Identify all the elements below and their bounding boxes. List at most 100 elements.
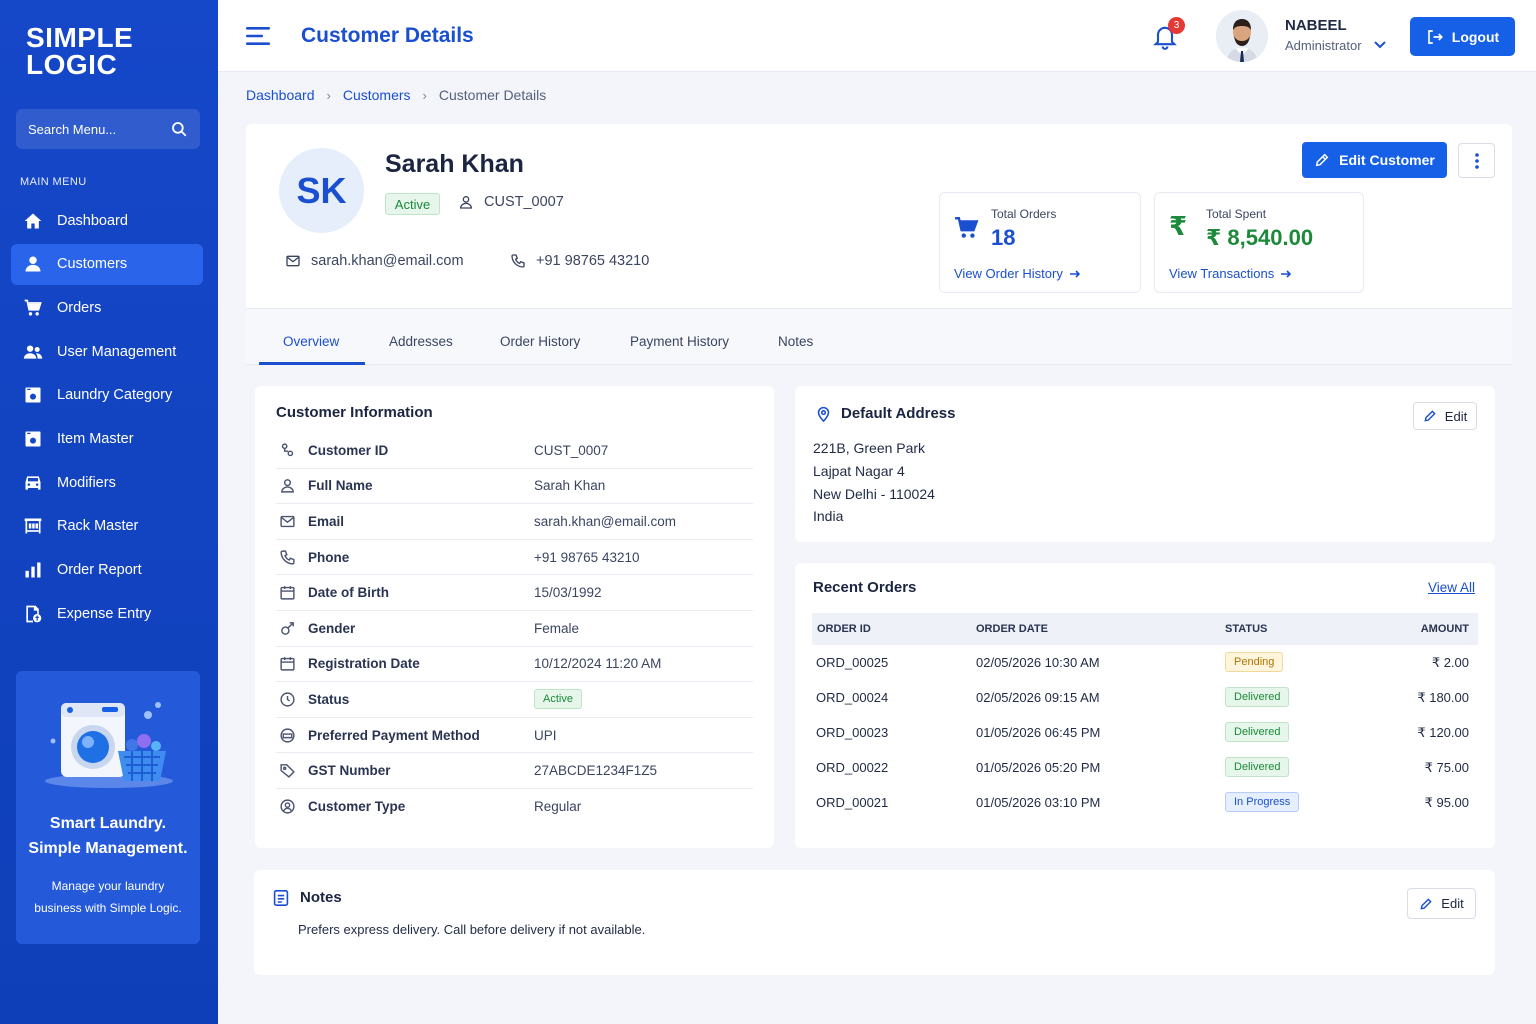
tab-notes[interactable]: Notes <box>778 334 814 349</box>
brand-logo[interactable]: SIMPLE LOGIC <box>26 22 134 80</box>
cart-icon <box>24 299 42 316</box>
gender-icon <box>281 621 294 635</box>
total-spent-value: ₹ 8,540.00 <box>1206 225 1314 250</box>
info-row-gst-number: GST Number 27ABCDE1234F1Z5 <box>276 753 753 789</box>
breadcrumb-customers[interactable]: Customers <box>342 87 411 103</box>
sidebar: SIMPLE LOGIC Search Menu... MAIN MENU Da… <box>0 0 218 1024</box>
info-row-registration-date: Registration Date 10/12/2024 11:20 AM <box>276 647 753 683</box>
notes-text: Prefers express delivery. Call before de… <box>298 922 646 937</box>
address-line-2: Lajpat Nagar 4 <box>813 463 905 479</box>
customer-phone[interactable]: +91 98765 43210 <box>510 253 649 269</box>
sidebar-item-order-report[interactable]: Order Report <box>11 550 203 591</box>
notification-count-badge: 3 <box>1168 17 1185 34</box>
edit-customer-button[interactable]: Edit Customer <box>1302 142 1447 178</box>
user-outline-icon <box>281 479 294 493</box>
payment-icon <box>280 728 295 743</box>
customer-tabs: Overview Addresses Order History Payment… <box>246 308 1512 365</box>
more-options-button[interactable] <box>1458 143 1495 178</box>
mail-icon <box>286 255 300 267</box>
sidebar-item-modifiers[interactable]: Modifiers <box>11 462 203 503</box>
info-row-phone: Phone +91 98765 43210 <box>276 540 753 576</box>
menu-section-label: MAIN MENU <box>20 176 87 188</box>
tab-payment-history[interactable]: Payment History <box>630 334 730 349</box>
address-line-3: New Delhi - 110024 <box>813 486 935 502</box>
default-address-card: Default Address Edit 221B, Green Park La… <box>795 386 1495 542</box>
car-icon <box>25 475 41 490</box>
card-title: Recent Orders <box>813 579 917 596</box>
sidebar-item-rack-master[interactable]: Rack Master <box>11 506 203 547</box>
view-order-history-link[interactable]: View Order History <box>954 266 1081 281</box>
info-row-customer-type: Customer Type Regular <box>276 789 753 825</box>
tag-icon <box>280 764 295 779</box>
status-badge: Active <box>534 689 582 710</box>
info-row-payment-method: Preferred Payment Method UPI <box>276 718 753 754</box>
view-all-orders-link[interactable]: View All <box>1428 580 1476 595</box>
sidebar-item-item-master[interactable]: Item Master <box>11 418 203 459</box>
info-row-email: Email sarah.khan@email.com <box>276 504 753 540</box>
search-icon[interactable] <box>170 120 188 138</box>
user-icon <box>25 256 41 272</box>
tab-overview[interactable]: Overview <box>283 334 340 349</box>
user-role: Administrator <box>1285 38 1362 53</box>
user-avatar[interactable] <box>1216 10 1268 62</box>
view-transactions-link[interactable]: View Transactions <box>1169 266 1292 281</box>
phone-icon <box>280 550 295 565</box>
breadcrumb-separator-icon: › <box>422 87 427 103</box>
edit-notes-button[interactable]: Edit <box>1407 888 1476 919</box>
washer-icon <box>25 387 41 403</box>
bar-chart-icon <box>25 562 41 578</box>
breadcrumb-current: Customer Details <box>438 87 547 103</box>
sidebar-item-laundry-category[interactable]: Laundry Category <box>11 375 203 416</box>
customer-type-icon <box>280 799 295 814</box>
sidebar-item-expense-entry[interactable]: Expense Entry <box>11 593 203 634</box>
logout-icon <box>1427 29 1443 44</box>
table-row[interactable]: ORD_00024 02/05/2026 09:15 AM Delivered … <box>812 680 1478 715</box>
tab-addresses[interactable]: Addresses <box>389 334 453 349</box>
page-title: Customer Details <box>301 24 474 47</box>
edit-address-button[interactable]: Edit <box>1413 402 1477 430</box>
chevron-down-icon[interactable] <box>1374 40 1386 50</box>
promo-heading-2: Simple Management. <box>28 840 188 857</box>
table-row[interactable]: ORD_00022 01/05/2026 05:20 PM Delivered … <box>812 750 1478 785</box>
card-title: Customer Information <box>276 404 433 421</box>
table-row[interactable]: ORD_00021 01/05/2026 03:10 PM In Progres… <box>812 785 1478 820</box>
sidebar-item-dashboard[interactable]: Dashboard <box>11 200 203 241</box>
arrow-right-icon <box>1281 269 1292 278</box>
recent-orders-card: Recent Orders View All ORDER ID ORDER DA… <box>795 563 1495 848</box>
breadcrumb-dashboard[interactable]: Dashboard <box>246 87 315 103</box>
sidebar-item-user-management[interactable]: User Management <box>11 331 203 372</box>
card-title: Default Address <box>841 405 956 422</box>
customer-information-card: Customer Information Customer ID CUST_000… <box>255 386 774 848</box>
table-row[interactable]: ORD_00023 01/05/2026 06:45 PM Delivered … <box>812 715 1478 750</box>
id-icon <box>281 443 294 456</box>
customer-email[interactable]: sarah.khan@email.com <box>285 253 464 269</box>
breadcrumb: Dashboard › Customers › Customer Details <box>246 87 546 103</box>
status-badge: Delivered <box>1225 722 1290 742</box>
pencil-icon <box>1420 897 1432 910</box>
top-header: Customer Details 3 NABEEL Administrator … <box>218 0 1536 72</box>
customer-profile-card: SK Sarah Khan Active CUST_0007 sarah.kha… <box>246 124 1512 308</box>
menu-search-input[interactable]: Search Menu... <box>16 109 200 149</box>
notes-card: Notes Prefers express delivery. Call bef… <box>254 870 1495 975</box>
table-row[interactable]: ORD_00025 02/05/2026 10:30 AM Pending ₹ … <box>812 645 1478 680</box>
active-tab-indicator <box>259 362 365 365</box>
address-line-4: India <box>813 508 844 524</box>
status-badge: Delivered <box>1225 757 1290 777</box>
address-line-1: 221B, Green Park <box>813 440 926 456</box>
tab-order-history[interactable]: Order History <box>500 334 581 349</box>
location-pin-icon <box>817 406 830 423</box>
sidebar-item-customers[interactable]: Customers <box>11 243 203 285</box>
promo-sub-2: business with Simple Logic. <box>34 901 182 915</box>
expense-icon <box>26 605 42 623</box>
note-icon <box>273 890 289 906</box>
sidebar-item-orders[interactable]: Orders <box>11 287 203 328</box>
hamburger-menu-icon[interactable] <box>246 26 270 46</box>
total-orders-value: 18 <box>991 225 1016 250</box>
status-badge: In Progress <box>1225 792 1300 812</box>
logout-button[interactable]: Logout <box>1410 17 1515 56</box>
promo-sub-1: Manage your laundry <box>51 879 165 893</box>
arrow-right-icon <box>1069 269 1080 278</box>
pencil-icon <box>1315 153 1329 167</box>
pencil-icon <box>1424 410 1436 422</box>
users-icon <box>23 345 43 359</box>
